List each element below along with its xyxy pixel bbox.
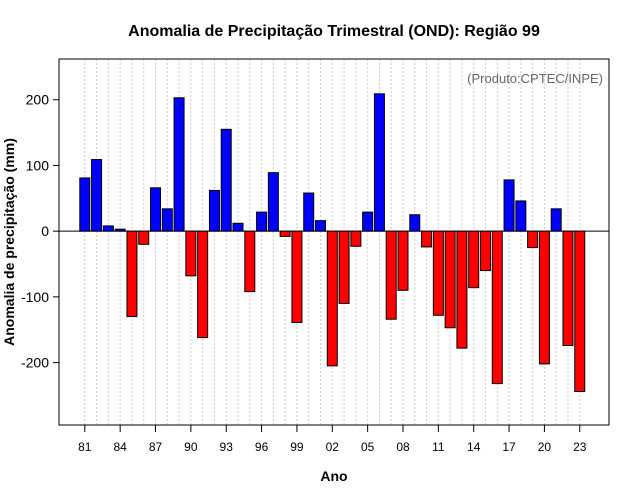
y-axis: -200 -100 0 100 200 [21,92,59,371]
x-tick-label: 08 [396,440,410,454]
bar-2014 [468,230,480,289]
bar-1995 [244,230,256,293]
bar-1982 [91,159,103,232]
bar-2018 [515,200,527,232]
bar-1992 [208,189,220,232]
bar-1999 [291,230,303,323]
bar-2004 [350,230,362,247]
bar-1985 [126,230,138,318]
y-tick-label: -100 [21,289,49,305]
bar-2001 [315,220,326,232]
x-tick-label: 96 [255,440,269,454]
x-tick-label: 87 [149,440,163,454]
x-tick-label: 14 [467,440,481,454]
bar-2015 [479,230,491,272]
x-tick-label: 99 [290,440,304,454]
bar-1984 [114,228,126,232]
bar-2020 [538,230,550,365]
bar-1997 [267,172,279,232]
bar-2023 [574,230,586,392]
bar-1993 [220,128,232,232]
x-tick-label: 93 [220,440,234,454]
x-tick-label: 20 [538,440,552,454]
bar-2011 [432,230,444,316]
x-tick-label: 84 [113,440,127,454]
bar-2016 [491,230,503,385]
grid-lines [84,59,581,425]
bar-1987 [150,187,162,232]
bar-1991 [197,230,209,339]
bar-2006 [373,93,385,232]
y-axis-label: Anomalia de precipitação (mm) [1,138,17,346]
x-tick-label: 81 [78,440,92,454]
x-tick-label: 02 [326,440,340,454]
bar-2017 [503,179,515,232]
x-axis: 81 84 87 90 93 96 99 02 05 08 11 14 17 20 23 [78,425,587,454]
bar-1981 [79,177,91,232]
bar-1983 [102,225,114,232]
bar-1988 [161,208,173,232]
bar-2000 [303,192,315,232]
x-tick-label: 17 [502,440,516,454]
x-tick-label: 05 [361,440,375,454]
bar-2008 [397,230,409,291]
bar-1994 [232,222,244,232]
bars [79,93,586,392]
x-tick-label: 23 [573,440,587,454]
bar-1996 [256,211,268,232]
bar-2022 [562,230,574,346]
x-axis-label: Ano [320,468,347,484]
bar-2005 [362,211,374,232]
y-tick-label: 200 [26,92,50,108]
plot-frame [58,58,610,426]
product-credit: (Produto:CPTEC/INPE) [467,71,603,86]
chart-title: Anomalia de Precipitação Trimestral (OND… [128,23,540,40]
y-tick-label: -200 [21,355,49,371]
bar-1998 [279,230,291,237]
bar-2019 [527,230,539,249]
x-tick-label: 90 [184,440,198,454]
bar-2009 [409,214,421,232]
x-tick-label: 11 [432,440,445,454]
bar-2021 [550,208,562,232]
bar-2010 [421,230,433,248]
bar-1990 [185,230,197,277]
bar-1989 [173,97,185,232]
bar-1986 [138,230,150,245]
y-tick-label: 0 [41,223,49,239]
bar-2012 [444,230,456,329]
bar-2007 [385,230,397,320]
bar-2013 [456,230,468,349]
bar-2002 [326,230,338,367]
bar-2003 [338,230,350,304]
y-tick-label: 100 [26,157,50,173]
